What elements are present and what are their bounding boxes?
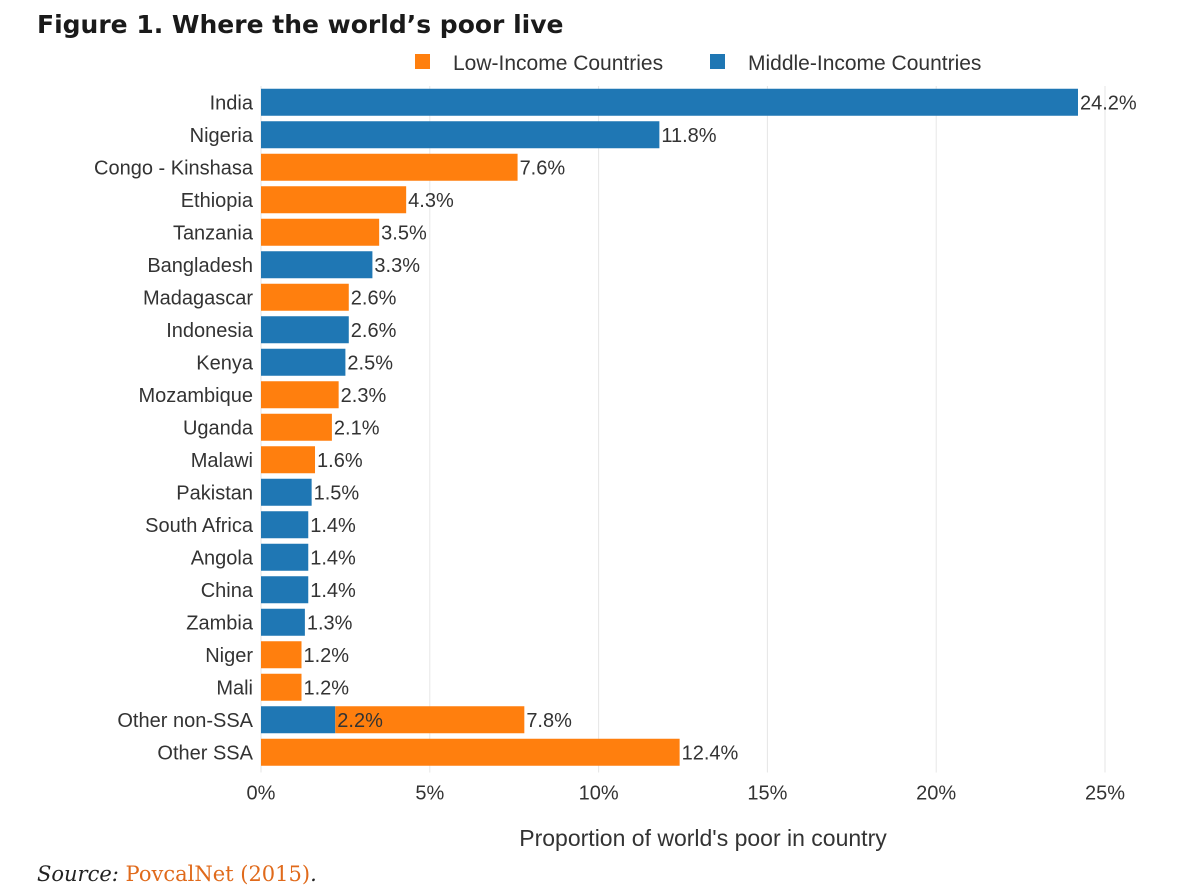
data-label: 1.4% <box>310 547 356 569</box>
data-label: 2.3% <box>341 385 387 407</box>
source-suffix: . <box>310 862 317 886</box>
bar <box>261 316 349 344</box>
bar <box>261 576 309 604</box>
bar <box>261 446 316 474</box>
x-tick-label: 20% <box>916 783 956 805</box>
data-label: 4.3% <box>408 190 454 212</box>
bar <box>261 543 309 571</box>
category-label: Pakistan <box>176 482 253 504</box>
legend-label: Low-Income Countries <box>453 52 663 75</box>
bar-chart: 0% 5% 10% 15% 20% 25% India 24.2% Nigeria 11.8% Co… <box>94 52 1137 851</box>
data-label: 1.2% <box>304 677 350 699</box>
category-label: Mozambique <box>138 385 253 407</box>
bar <box>261 218 380 246</box>
category-label: Angola <box>191 547 254 569</box>
category-label: Other non-SSA <box>117 710 253 732</box>
data-label: 2.1% <box>334 417 380 439</box>
category-label: Nigeria <box>190 125 254 147</box>
category-label: Congo - Kinshasa <box>94 157 254 179</box>
bar <box>261 413 332 441</box>
category-label: Malawi <box>191 450 253 472</box>
source-note: Source: PovcalNet (2015). <box>37 862 317 886</box>
source-prefix: Source: <box>37 862 126 886</box>
x-tick-label: 10% <box>579 783 619 805</box>
data-label: 2.5% <box>347 352 393 374</box>
category-label: South Africa <box>145 515 254 537</box>
category-label: Uganda <box>183 417 254 439</box>
data-label: 7.8% <box>526 710 572 732</box>
data-label: 1.3% <box>307 612 353 634</box>
category-label: Other SSA <box>157 742 253 764</box>
data-label: 1.4% <box>310 515 356 537</box>
bar <box>261 153 518 181</box>
legend-swatch <box>415 54 430 69</box>
data-label: 2.6% <box>351 320 397 342</box>
category-label: China <box>201 580 254 602</box>
category-label: Niger <box>205 645 253 667</box>
data-label: 12.4% <box>682 742 739 764</box>
category-label: Kenya <box>196 352 254 374</box>
bar <box>261 186 407 214</box>
category-label: Indonesia <box>166 320 254 342</box>
category-label: Madagascar <box>143 287 253 309</box>
data-label: 7.6% <box>520 157 566 179</box>
bar <box>261 381 339 409</box>
bar <box>261 88 1078 116</box>
data-label: 1.6% <box>317 450 363 472</box>
bar <box>261 641 302 669</box>
bar <box>261 706 336 734</box>
data-label: 24.2% <box>1080 92 1137 114</box>
category-label: Tanzania <box>173 222 254 244</box>
data-label: 1.2% <box>304 645 350 667</box>
bar <box>261 673 302 701</box>
data-label: 1.4% <box>310 580 356 602</box>
category-label: Mali <box>216 677 253 699</box>
bar <box>261 511 309 539</box>
data-label: 3.5% <box>381 222 427 244</box>
data-label: 2.6% <box>351 287 397 309</box>
bar <box>261 348 346 376</box>
data-label: 3.3% <box>374 255 420 277</box>
source-link[interactable]: PovcalNet (2015) <box>125 862 311 886</box>
data-label: 1.5% <box>314 482 360 504</box>
category-label: Bangladesh <box>147 255 253 277</box>
category-label: India <box>210 92 254 114</box>
bar <box>261 608 305 636</box>
x-axis-title: Proportion of world's poor in country <box>519 825 887 851</box>
bar <box>335 706 525 734</box>
data-label: 2.2% <box>337 710 383 732</box>
legend-swatch <box>710 54 725 69</box>
bar <box>261 478 312 506</box>
bar <box>261 121 660 149</box>
bar <box>261 738 680 766</box>
x-tick-label: 0% <box>247 783 276 805</box>
category-label: Zambia <box>186 612 254 634</box>
x-tick-label: 25% <box>1085 783 1125 805</box>
figure-title: Figure 1. Where the world’s poor live <box>37 10 564 39</box>
bar <box>261 251 373 279</box>
category-label: Ethiopia <box>181 190 254 212</box>
x-tick-label: 15% <box>747 783 787 805</box>
data-label: 11.8% <box>661 125 716 147</box>
legend-label: Middle-Income Countries <box>748 52 981 75</box>
x-tick-label: 5% <box>415 783 444 805</box>
bar <box>261 283 349 311</box>
